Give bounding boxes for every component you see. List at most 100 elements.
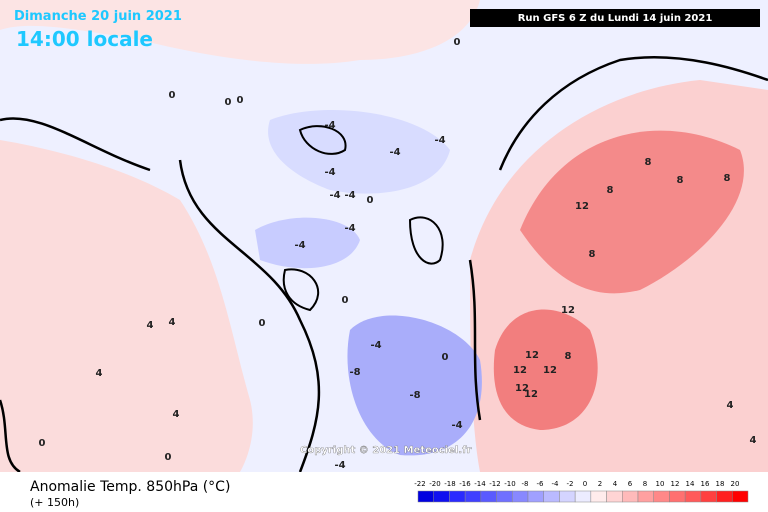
contour-label: 4 [169, 317, 176, 328]
legend-swatch [622, 490, 639, 503]
legend-tick-label: 8 [643, 480, 647, 488]
contour-label: 4 [750, 435, 757, 446]
legend-swatch [464, 490, 482, 503]
legend-swatch [637, 490, 654, 503]
legend-swatch [669, 490, 686, 503]
island-outline [282, 125, 444, 312]
contour-label: 0 [259, 318, 266, 329]
legend-tick-label: -8 [522, 480, 529, 488]
contour-label: 0 [165, 452, 172, 463]
legend-tick-label: 10 [656, 480, 665, 488]
contour-label: -4 [324, 120, 335, 131]
contour-label: 12 [543, 365, 557, 376]
contour-label: -4 [324, 167, 335, 178]
contour-label: 8 [724, 173, 731, 184]
legend-swatch [559, 490, 576, 503]
legend-tick-label: 4 [613, 480, 618, 488]
legend-tick-label: 14 [686, 480, 695, 488]
legend-swatch [574, 490, 592, 503]
legend-swatch [732, 490, 749, 503]
contour-label: 8 [565, 351, 572, 362]
contour-label: 8 [645, 157, 652, 168]
legend-tick-label: 16 [701, 480, 710, 488]
contour-label: 0 [342, 295, 349, 306]
contour-label: 8 [607, 185, 614, 196]
legend-tick-label: -22 [414, 480, 425, 488]
contour-label: -4 [294, 240, 305, 251]
legend-swatch [512, 490, 529, 503]
contour-label: 4 [147, 320, 154, 331]
legend-tick-label: -4 [552, 480, 560, 488]
contour-label: 12 [525, 350, 539, 361]
legend-tick-label: -12 [489, 480, 500, 488]
legend-tick-label: 20 [731, 480, 740, 488]
contour-label: 12 [561, 305, 575, 316]
warm-region-north [0, 0, 480, 64]
contour-label: 0 [237, 95, 244, 106]
legend-swatch [417, 490, 434, 503]
contour-label: 12 [575, 201, 589, 212]
legend-tick-label: -14 [474, 480, 486, 488]
contour-label: -8 [349, 367, 360, 378]
legend-tick-label: 12 [671, 480, 680, 488]
legend-tick-label: -6 [537, 480, 545, 488]
legend-swatch [653, 490, 670, 503]
legend-tick-label: -20 [429, 480, 440, 488]
forecast-date: Dimanche 20 juin 2021 [14, 9, 182, 24]
contour-label: -4 [370, 340, 381, 351]
contour-label: 12 [513, 365, 527, 376]
contour-label: -4 [451, 420, 462, 431]
contour-label: 8 [589, 249, 596, 260]
copyright: Copyright © 2021 Meteociel.fr [300, 445, 471, 456]
legend-swatch [527, 490, 544, 503]
contour-label: 4 [173, 409, 180, 420]
legend-swatch [433, 490, 450, 503]
contour-label: 0 [225, 97, 232, 108]
legend-tick-label: 6 [628, 480, 633, 488]
legend-tick-label: 18 [716, 480, 725, 488]
legend-tick-label: -2 [567, 480, 574, 488]
hot-region-north [520, 130, 744, 294]
contour-label: -4 [329, 190, 340, 201]
legend-swatch [716, 490, 733, 503]
contour-label: -4 [434, 135, 445, 146]
legend-swatch [590, 490, 607, 503]
coastline [0, 56, 768, 474]
contour-label: 4 [96, 368, 103, 379]
contour-label: 12 [524, 389, 538, 400]
warm-region-west [0, 140, 253, 472]
contour-label: 12 [515, 383, 529, 394]
contour-label: -4 [344, 223, 355, 234]
legend-swatch [496, 490, 513, 503]
legend-swatch [449, 490, 466, 503]
legend-swatch [684, 490, 702, 503]
cold-region-south [347, 315, 482, 456]
run-info: Run GFS 6 Z du Lundi 14 juin 2021 [518, 13, 713, 24]
color-legend: -22 -20 -18 -16 -14 -12 -10 -8 -6 -4 -2 0 2 4 6 8 10 12 14… [414, 480, 749, 503]
contour-label: 4 [727, 400, 734, 411]
cool-region-mid [255, 217, 360, 269]
cool-region-north [268, 110, 450, 194]
legend-tick-label: -10 [504, 480, 515, 488]
legend-tick-label: -18 [444, 480, 455, 488]
contour-label: 0 [169, 90, 176, 101]
contour-label: 0 [454, 37, 461, 48]
hot-region-south [493, 309, 598, 430]
legend-tick-label: 2 [598, 480, 602, 488]
legend-swatch [480, 490, 497, 503]
legend-swatch [700, 490, 717, 503]
legend-tick-label: 0 [583, 480, 587, 488]
contour-label: -8 [409, 390, 420, 401]
contour-label: 8 [677, 175, 684, 186]
contour-label: -4 [389, 147, 400, 158]
legend-tick-label: -16 [459, 480, 471, 488]
legend-swatch [543, 490, 560, 503]
contour-label: 0 [367, 195, 374, 206]
forecast-time: 14:00 locale [16, 27, 153, 51]
footer-lead: (+ 150h) [30, 496, 79, 509]
contour-label: -4 [344, 190, 355, 201]
run-banner [470, 9, 760, 27]
legend-swatch [606, 490, 623, 503]
